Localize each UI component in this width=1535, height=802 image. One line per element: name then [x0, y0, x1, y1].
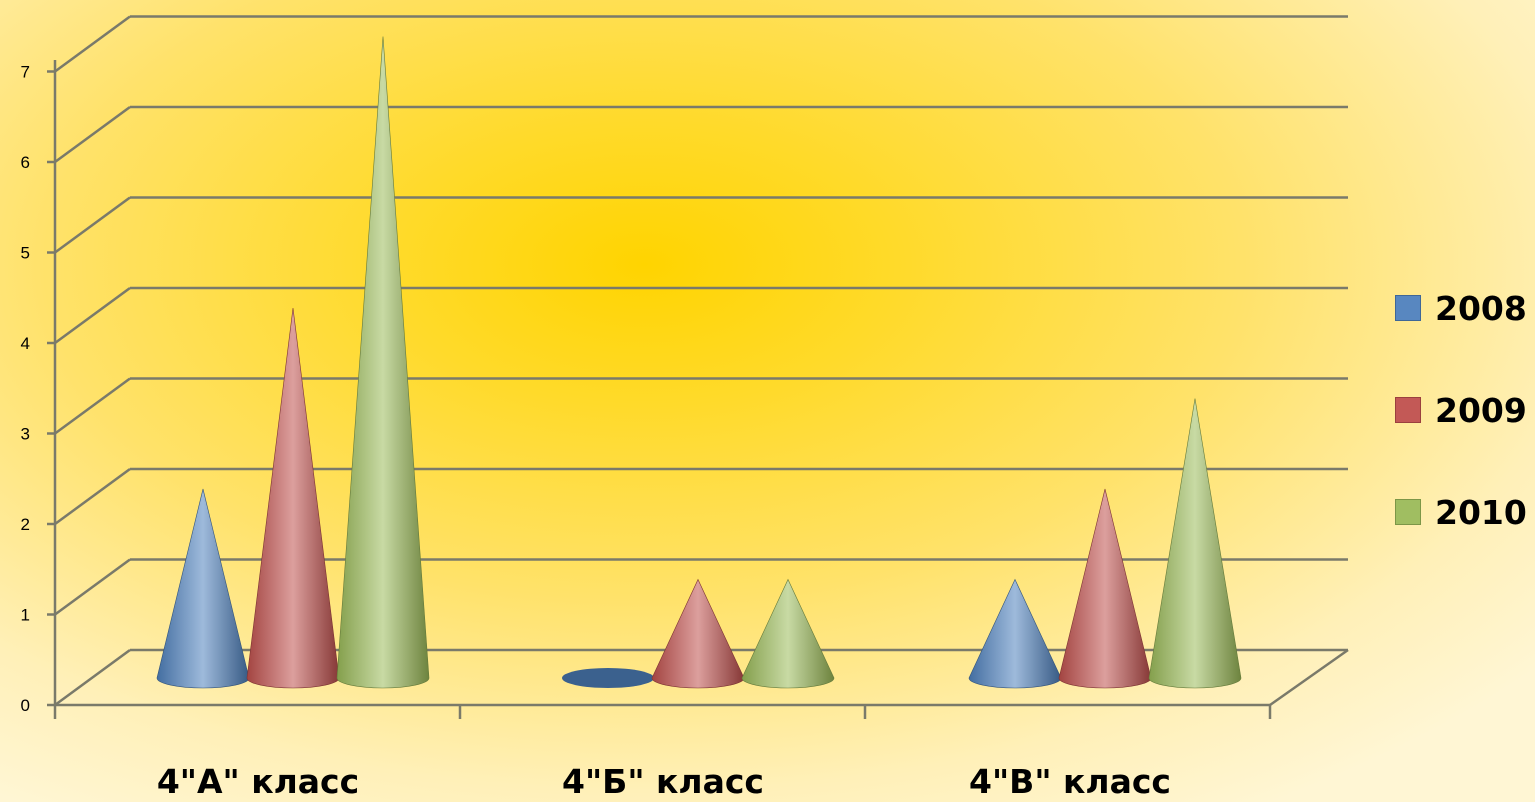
cone-2009-1: [246, 307, 340, 689]
y-tick-label: 0: [21, 696, 30, 715]
cone-2009-2: [651, 578, 745, 689]
legend-label-2009: 2009: [1435, 390, 1527, 430]
cone-2008-2: [562, 668, 654, 688]
y-tick-label: 2: [21, 515, 30, 534]
cone-2010-2: [741, 578, 835, 689]
x-category-label: 4"Б" класс: [562, 762, 764, 801]
legend-item-2009: 2009: [1395, 384, 1535, 436]
legend-swatch-2009: [1395, 397, 1421, 423]
gridlines: [54, 15, 1348, 616]
legend-swatch-2010: [1395, 499, 1421, 525]
y-tick-label: 5: [21, 244, 30, 263]
gridline-6: [54, 105, 1348, 164]
legend-item-2008: 2008: [1395, 282, 1535, 334]
x-category-label: 4"А" класс: [157, 762, 359, 801]
cone-2009-3: [1058, 488, 1152, 689]
floor-right-edge: [1269, 648, 1349, 707]
floor-left-edge: [54, 648, 131, 707]
y-axis-ticks: 0 1 2 3 4 5 6 7: [21, 63, 55, 715]
legend-label-2008: 2008: [1435, 288, 1527, 328]
y-tick-label: 1: [21, 606, 30, 625]
category-labels: 4"А" класс 4"Б" класс 4"В" класс: [157, 762, 1171, 801]
gridline-4: [54, 286, 1348, 345]
gridline-2: [54, 467, 1348, 526]
data-cones: [156, 36, 1242, 689]
cone-base-flat: [562, 668, 654, 688]
gridline-7: [54, 15, 1348, 73]
legend-label-2010: 2010: [1435, 492, 1527, 532]
cone-2010-3: [1148, 398, 1242, 689]
y-tick-label: 6: [21, 153, 30, 172]
legend-swatch-2008: [1395, 295, 1421, 321]
y-tick-label: 7: [21, 63, 30, 82]
cone-2010-1: [336, 36, 430, 689]
x-category-label: 4"В" класс: [969, 762, 1171, 801]
gridline-5: [54, 196, 1348, 254]
y-tick-label: 4: [21, 334, 30, 353]
cone-2008-3: [968, 578, 1062, 689]
gridline-3: [54, 377, 1348, 435]
legend-item-2010: 2010: [1395, 486, 1535, 538]
gridline-1: [54, 558, 1348, 616]
y-tick-label: 3: [21, 425, 30, 444]
cone-2008-1: [156, 488, 250, 689]
legend: 2008 2009 2010: [1395, 282, 1535, 588]
